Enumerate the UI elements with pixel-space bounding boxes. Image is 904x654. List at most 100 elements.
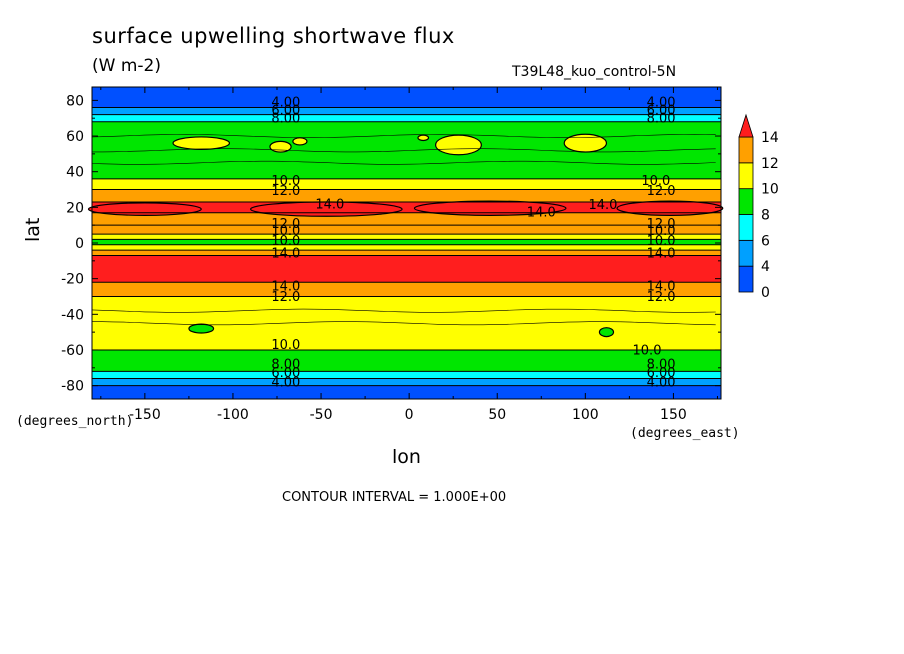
contour-line-thin-2 — [91, 160, 716, 165]
y-tick-label: -20 — [61, 272, 84, 288]
colorbar-box — [738, 214, 754, 241]
contour-label: 12.0 — [271, 217, 300, 232]
colorbar-tick-label: 6 — [761, 233, 770, 249]
band-1 — [92, 378, 721, 386]
contour-patch-10 — [188, 323, 215, 334]
colorbar-box — [738, 239, 754, 267]
contour-patch-2 — [292, 137, 308, 146]
contour-label: 8.00 — [647, 358, 676, 373]
contour-label: 14.0 — [527, 205, 556, 220]
colorbar-tick-label: 10 — [761, 182, 779, 198]
band-14 — [92, 189, 721, 202]
y-tick-label: 60 — [66, 129, 84, 145]
colorbar-tick-label: 8 — [761, 208, 770, 224]
contour-line-thin-3 — [92, 148, 716, 153]
band-5 — [92, 282, 721, 297]
band-16 — [92, 121, 721, 179]
contour-label: 6.00 — [647, 366, 676, 381]
colorbar-box — [738, 188, 754, 215]
band-3 — [92, 349, 721, 372]
contour-line-thin-4 — [91, 134, 716, 138]
contour-label: 10.0 — [271, 224, 300, 239]
dataset-label: T39L48_kuo_control-5N — [512, 64, 677, 80]
colorbar-box — [738, 162, 754, 190]
y-tick-label: 0 — [75, 236, 84, 252]
band-11 — [92, 225, 721, 235]
band-12 — [92, 212, 721, 226]
contour-label: 14.0 — [588, 198, 617, 213]
band-6 — [92, 255, 721, 283]
contour-label: 12.0 — [647, 217, 676, 232]
colorbar-tick-label: 4 — [761, 259, 770, 275]
contour-label: 14.0 — [647, 246, 676, 261]
contour-label: 4.00 — [647, 96, 676, 111]
y-axis-units: (degrees_north) — [16, 414, 134, 429]
contour-patch-1 — [269, 140, 292, 153]
contour-label: 10.0 — [271, 338, 300, 353]
contour-label: 6.00 — [271, 104, 300, 119]
x-tick-label: -150 — [129, 407, 161, 423]
colorbar-tick-label: 12 — [761, 156, 779, 172]
y-tick-label: -60 — [61, 343, 84, 359]
band-2 — [92, 371, 721, 379]
contour-patch-7 — [413, 200, 567, 216]
x-tick-label: 100 — [572, 407, 599, 423]
band-18 — [92, 107, 721, 115]
contour-patch-5 — [417, 134, 430, 142]
contour-label: 10.0 — [647, 234, 676, 249]
contour-patch-11 — [598, 327, 615, 338]
contour-interval: CONTOUR INTERVAL = 1.000E+00 — [282, 490, 507, 505]
band-0 — [92, 385, 721, 399]
band-9 — [92, 239, 721, 245]
y-tick-label: -40 — [61, 307, 84, 323]
contour-label: 14.0 — [271, 246, 300, 261]
colorbar-tick-label: 14 — [761, 130, 779, 146]
contour-patch-3 — [434, 134, 482, 156]
contour-labels-layer: 4.006.008.004.006.008.0010.012.010.012.0… — [271, 96, 676, 391]
band-19 — [92, 87, 721, 108]
contour-lines-layer — [91, 107, 721, 387]
contour-label: 10.0 — [633, 343, 662, 358]
x-axis-label: lon — [392, 446, 421, 468]
contour-label: 10.0 — [641, 174, 670, 189]
x-tick-label: 50 — [488, 407, 506, 423]
contour-label: 14.0 — [647, 279, 676, 294]
contour-label: 14.0 — [315, 197, 344, 212]
y-tick-label: 20 — [66, 200, 84, 216]
axes-layer: -150 -100 -50 0 50 100 150 -80 -60 -40 -20 0 20 40 60 8… — [61, 87, 721, 423]
contour-label: 10.0 — [647, 224, 676, 239]
contour-label: 12.0 — [271, 184, 300, 199]
band-15 — [92, 178, 721, 190]
y-tick-label: 80 — [66, 93, 84, 109]
x-tick-label: 0 — [405, 407, 414, 423]
band-8 — [92, 244, 721, 251]
contour-label: 6.00 — [271, 366, 300, 381]
contour-patch-9 — [616, 200, 724, 216]
band-13 — [92, 201, 721, 213]
contour-label: 14.0 — [271, 279, 300, 294]
x-tick-label: -50 — [310, 407, 333, 423]
contour-label: 12.0 — [271, 290, 300, 305]
y-tick-label: 40 — [66, 165, 84, 181]
contour-patch-0 — [172, 136, 231, 150]
contour-patch-4 — [563, 133, 608, 153]
contour-label: 8.00 — [647, 112, 676, 127]
contour-label: 12.0 — [647, 290, 676, 305]
colorbar: 0 4 6 8 10 12 14 — [738, 113, 779, 301]
band-17 — [92, 114, 721, 122]
chart-units: (W m-2) — [92, 56, 161, 76]
contour-line-thin-0 — [91, 321, 716, 326]
y-axis-label: lat — [22, 217, 44, 242]
contour-label: 4.00 — [271, 376, 300, 391]
contour-label: 8.00 — [271, 358, 300, 373]
band-10 — [92, 234, 721, 240]
contour-label: 4.00 — [647, 376, 676, 391]
contour-label: 6.00 — [647, 104, 676, 119]
colorbar-box — [738, 265, 754, 293]
x-tick-label: -100 — [217, 407, 249, 423]
x-tick-label: 150 — [660, 407, 687, 423]
band-7 — [92, 250, 721, 256]
contour-label: 10.0 — [271, 234, 300, 249]
x-axis-units: (degrees_east) — [630, 426, 740, 441]
